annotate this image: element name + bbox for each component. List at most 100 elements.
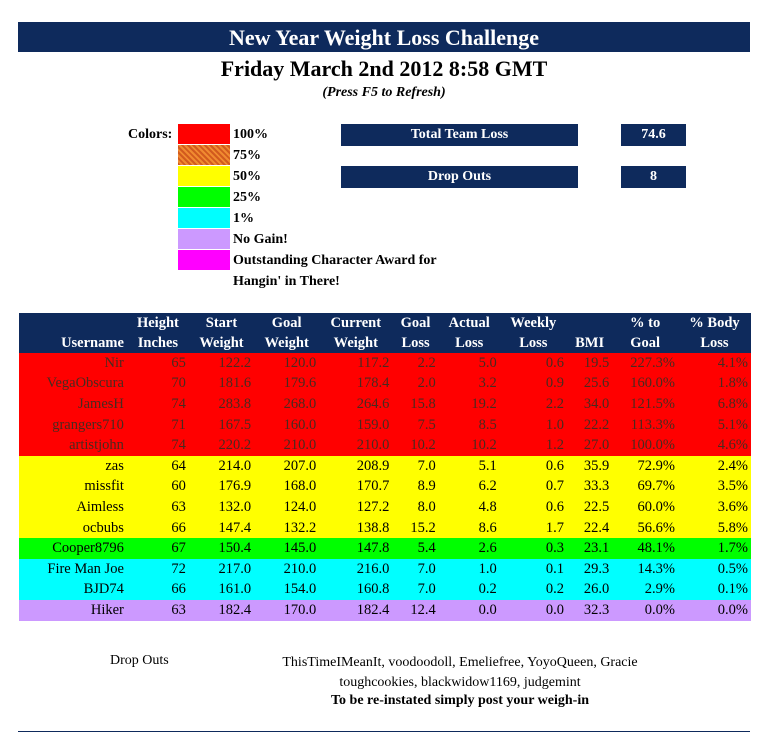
page-date: Friday March 2nd 2012 8:58 GMT — [220, 56, 548, 81]
column-header: Inches — [126, 333, 189, 353]
value-cell: 170.0 — [254, 600, 320, 621]
legend-swatch — [178, 145, 230, 165]
value-cell: 5.4 — [392, 538, 439, 559]
value-cell: 1.7% — [677, 538, 751, 559]
value-cell: 6.2 — [438, 476, 500, 498]
username-cell: grangers710 — [19, 414, 127, 436]
username-cell: zas — [19, 455, 127, 477]
column-header: Loss — [677, 333, 751, 353]
legend-label: 50% — [233, 169, 261, 184]
value-cell: 69.7% — [612, 476, 678, 498]
value-cell: 127.2 — [319, 497, 393, 518]
table-header-row: Height Start Goal Current Goal Actual Weekly% … — [19, 313, 751, 333]
drop-outs-value: 8 — [621, 166, 686, 188]
value-cell: 8.6 — [438, 517, 500, 539]
column-header: Current — [319, 313, 393, 333]
value-cell: 66 — [126, 579, 189, 601]
value-cell: 19.5 — [566, 353, 613, 374]
table-row: Cooper8796 67 150.4 145.0 147.8 5.4 2.6 0.3 23.1… — [19, 538, 751, 559]
legend-label: Hangin' in There! — [233, 274, 340, 289]
value-cell: 124.0 — [254, 497, 320, 518]
value-cell: 8.9 — [392, 476, 439, 498]
value-cell: 154.0 — [254, 579, 320, 601]
value-cell: 182.4 — [319, 600, 393, 621]
value-cell: 227.3% — [612, 353, 678, 374]
username-cell: artistjohn — [19, 435, 127, 456]
column-header: Goal — [612, 333, 678, 353]
value-cell: 74 — [126, 394, 189, 415]
value-cell: 67 — [126, 538, 189, 559]
value-cell: 0.0% — [677, 600, 751, 621]
value-cell: 160.0% — [612, 373, 678, 395]
value-cell: 1.7 — [499, 517, 567, 539]
table-row: ocbubs 66 147.4 132.2 138.8 15.2 8.6 1.7 22.4 56.… — [19, 517, 751, 539]
value-cell: 7.0 — [392, 558, 439, 580]
value-cell: 22.5 — [566, 497, 613, 518]
value-cell: 217.0 — [188, 558, 255, 580]
value-cell: 0.9 — [499, 373, 567, 395]
value-cell: 132.0 — [188, 497, 255, 518]
legend-swatch — [178, 208, 230, 228]
username-cell: VegaObscura — [19, 373, 127, 395]
value-cell: 2.2 — [392, 353, 439, 374]
username-cell: Fire Man Joe — [19, 558, 127, 580]
value-cell: 268.0 — [254, 394, 320, 415]
value-cell: 210.0 — [319, 435, 393, 456]
value-cell: 283.8 — [188, 394, 255, 415]
table-row: Fire Man Joe 72 217.0 210.0 216.0 7.0 1.0 0.1 29… — [19, 558, 751, 580]
value-cell: 2.4% — [677, 455, 751, 477]
value-cell: 121.5% — [612, 394, 678, 415]
value-cell: 64 — [126, 455, 189, 477]
value-cell: 25.6 — [566, 373, 613, 395]
reinstate-note: To be re-instated simply post your weigh… — [331, 693, 589, 708]
value-cell: 216.0 — [319, 558, 393, 580]
standings-table: Height Start Goal Current Goal Actual Weekly% … — [19, 313, 751, 621]
value-cell: 147.8 — [319, 538, 393, 559]
value-cell: 207.0 — [254, 455, 320, 477]
dropouts-names: ThisTimeIMeanIt, voodoodoll, Emeliefree,… — [250, 653, 670, 693]
value-cell: 168.0 — [254, 476, 320, 498]
column-header: Goal — [392, 313, 439, 333]
value-cell: 210.0 — [254, 558, 320, 580]
value-cell: 179.6 — [254, 373, 320, 395]
value-cell: 178.4 — [319, 373, 393, 395]
value-cell: 26.0 — [566, 579, 613, 601]
value-cell: 2.6 — [438, 538, 500, 559]
column-header: Loss — [392, 333, 439, 353]
value-cell: 35.9 — [566, 455, 613, 477]
legend-label: Outstanding Character Award for — [233, 253, 437, 268]
value-cell: 5.8% — [677, 517, 751, 539]
value-cell: 0.0% — [612, 600, 678, 621]
table-row: BJD74 66 161.0 154.0 160.8 7.0 0.2 0.2 26.0 2.9% 0… — [19, 579, 751, 601]
value-cell: 65 — [126, 353, 189, 374]
column-header: Loss — [438, 333, 500, 353]
column-header: BMI — [566, 333, 613, 353]
value-cell: 72.9% — [612, 455, 678, 477]
column-header: % to — [612, 313, 678, 333]
drop-outs-label: Drop Outs — [341, 166, 578, 188]
legend-swatch — [178, 250, 230, 270]
value-cell: 19.2 — [438, 394, 500, 415]
value-cell: 60.0% — [612, 497, 678, 518]
table-row: grangers710 71 167.5 160.0 159.0 7.5 8.5 1.0 22.… — [19, 414, 751, 436]
username-cell: Aimless — [19, 497, 127, 518]
table-row: JamesH 74 283.8 268.0 264.6 15.8 19.2 2.2 34.0 12… — [19, 394, 751, 415]
legend-swatch — [178, 187, 230, 207]
value-cell: 23.1 — [566, 538, 613, 559]
value-cell: 22.4 — [566, 517, 613, 539]
value-cell: 145.0 — [254, 538, 320, 559]
value-cell: 0.0 — [438, 600, 500, 621]
legend-swatch — [178, 124, 230, 144]
column-header — [566, 313, 613, 333]
value-cell: 3.5% — [677, 476, 751, 498]
username-cell: Cooper8796 — [19, 538, 127, 559]
bottom-divider — [18, 731, 750, 732]
username-cell: Nir — [19, 353, 127, 374]
value-cell: 0.2 — [499, 579, 567, 601]
value-cell: 182.4 — [188, 600, 255, 621]
value-cell: 22.2 — [566, 414, 613, 436]
total-team-loss-value: 74.6 — [621, 124, 686, 146]
value-cell: 167.5 — [188, 414, 255, 436]
value-cell: 0.3 — [499, 538, 567, 559]
username-cell: missfit — [19, 476, 127, 498]
